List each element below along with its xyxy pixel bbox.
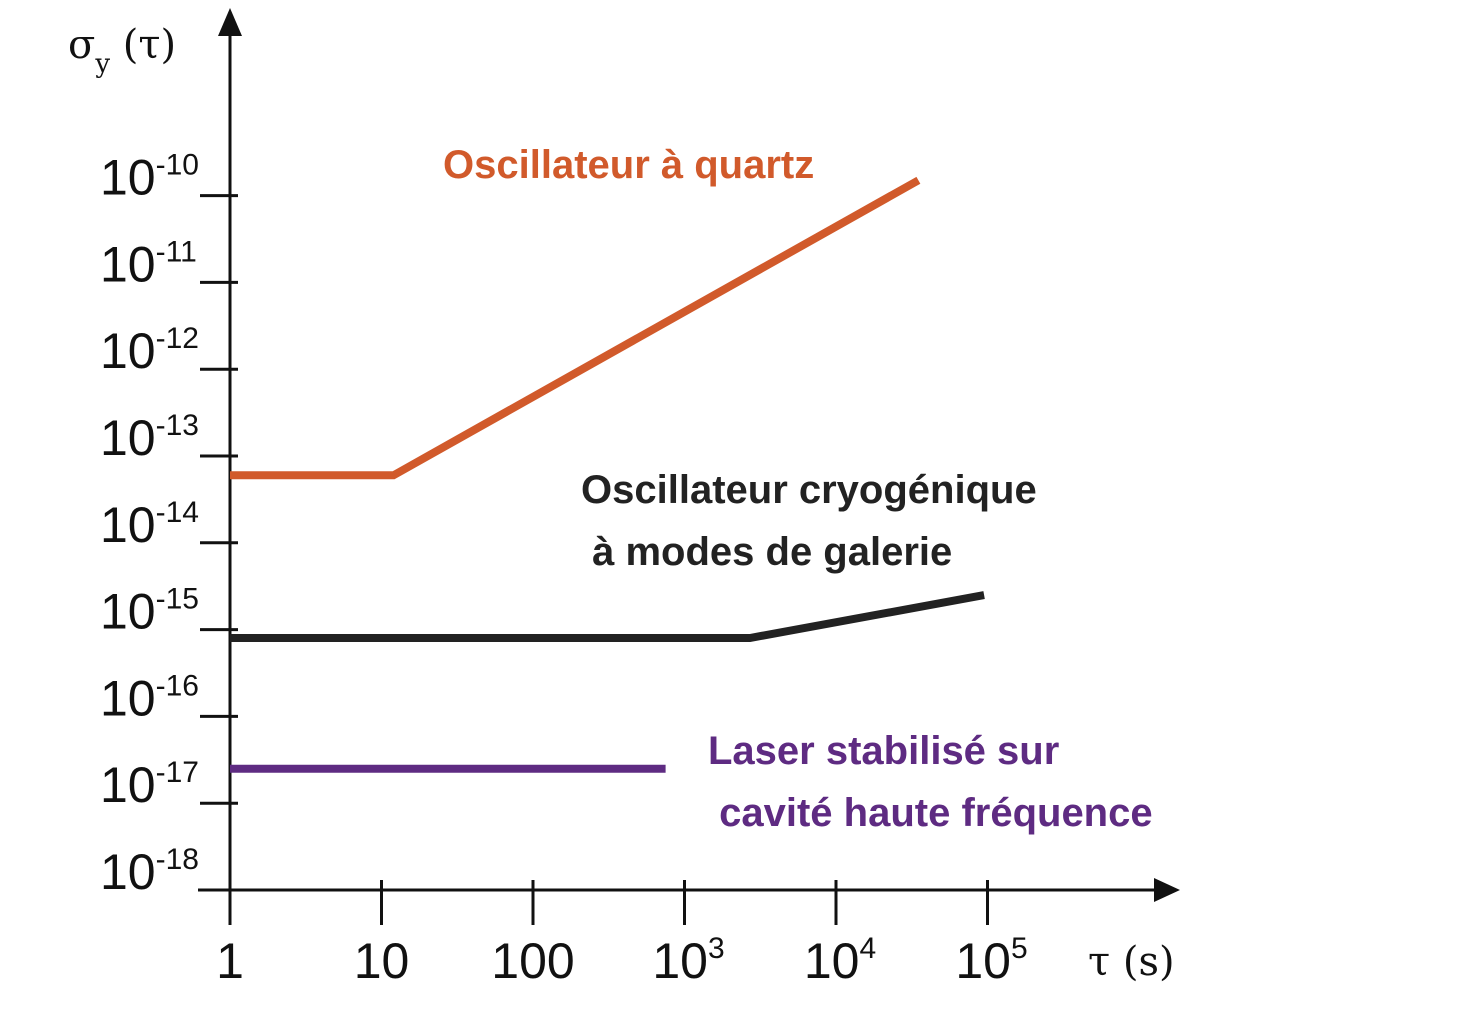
y-axis-label-main: σ xyxy=(68,22,95,68)
x-axis-arrow xyxy=(1154,878,1180,902)
y-tick-label-base: 10 xyxy=(100,236,156,292)
y-tick-label: 10-11 xyxy=(100,235,197,292)
x-tick-label: 10 xyxy=(354,933,410,989)
x-tick-label-base: 10 xyxy=(652,933,708,989)
y-axis-label-rest: (τ) xyxy=(110,22,176,68)
x-tick-label: 100 xyxy=(491,933,574,989)
y-tick-label-base: 10 xyxy=(100,150,156,206)
series-line-quartz xyxy=(230,176,921,480)
series-label-line: Laser stabilisé sur xyxy=(708,729,1059,773)
y-tick-label: 10-17 xyxy=(100,756,199,813)
x-ticks: 1 10 100 103 104 105 xyxy=(216,880,1028,989)
x-tick-label-exp: 5 xyxy=(1011,932,1028,965)
y-tick-label-base: 10 xyxy=(100,670,156,726)
y-tick-label: 10-16 xyxy=(100,669,199,726)
x-tick-label: 103 xyxy=(652,932,724,989)
y-tick-label-exp: -11 xyxy=(156,235,197,268)
series-labels: Oscillateur à quartz Oscillateur cryogéni… xyxy=(443,143,1153,835)
x-tick-label-base: 100 xyxy=(491,933,574,989)
y-tick-label: 10-12 xyxy=(100,322,199,379)
y-axis-label: σy (τ) xyxy=(68,22,176,79)
series-label-quartz: Oscillateur à quartz xyxy=(443,143,814,187)
y-tick-label-base: 10 xyxy=(100,497,156,553)
series-line-cryo xyxy=(230,591,985,642)
series-label-line: Oscillateur à quartz xyxy=(443,143,814,187)
series-label-line: à modes de galerie xyxy=(581,530,952,574)
y-tick-label-exp: -17 xyxy=(156,756,199,789)
y-tick-label-exp: -14 xyxy=(156,496,199,529)
y-tick-label-exp: -13 xyxy=(156,409,199,442)
series-lines xyxy=(230,176,985,773)
series-label-line: cavité haute fréquence xyxy=(708,791,1153,835)
y-tick-label: 10-15 xyxy=(100,583,199,640)
y-tick-label: 10-18 xyxy=(100,843,199,900)
x-tick-label-base: 1 xyxy=(216,933,244,989)
x-tick-label-exp: 3 xyxy=(708,932,725,965)
y-axis-label-sub: y xyxy=(94,49,110,79)
x-tick-label: 1 xyxy=(216,933,244,989)
y-tick-label-base: 10 xyxy=(100,844,156,900)
y-tick-label-exp: -16 xyxy=(156,669,199,702)
axes xyxy=(198,8,1180,902)
y-tick-label-exp: -18 xyxy=(156,843,199,876)
y-tick-label: 10-13 xyxy=(100,409,199,466)
x-axis-label: τ (s) xyxy=(1088,939,1175,985)
y-tick-label-base: 10 xyxy=(100,757,156,813)
x-tick-label-base: 10 xyxy=(955,933,1011,989)
y-tick-label-base: 10 xyxy=(100,410,156,466)
series-label-cryo: Oscillateur cryogénique à modes de galer… xyxy=(581,468,1037,574)
y-tick-label-base: 10 xyxy=(100,584,156,640)
y-tick-label-exp: -10 xyxy=(156,149,199,182)
x-tick-label-base: 10 xyxy=(804,933,860,989)
y-tick-label: 10-14 xyxy=(100,496,199,553)
y-axis-arrow xyxy=(218,8,242,36)
y-tick-label-exp: -12 xyxy=(156,322,199,355)
y-tick-label: 10-10 xyxy=(100,149,199,206)
y-tick-label-exp: -15 xyxy=(156,583,199,616)
x-tick-label-base: 10 xyxy=(354,933,410,989)
series-label-line: Oscillateur cryogénique xyxy=(581,468,1037,512)
y-ticks: 10-1010-1110-1210-1310-1410-1510-1610-17… xyxy=(100,149,238,900)
x-tick-label: 104 xyxy=(804,932,876,989)
x-tick-label-exp: 4 xyxy=(859,932,876,965)
y-tick-label-base: 10 xyxy=(100,323,156,379)
x-tick-label: 105 xyxy=(955,932,1027,989)
series-label-laser: Laser stabilisé sur cavité haute fréquen… xyxy=(708,729,1153,835)
